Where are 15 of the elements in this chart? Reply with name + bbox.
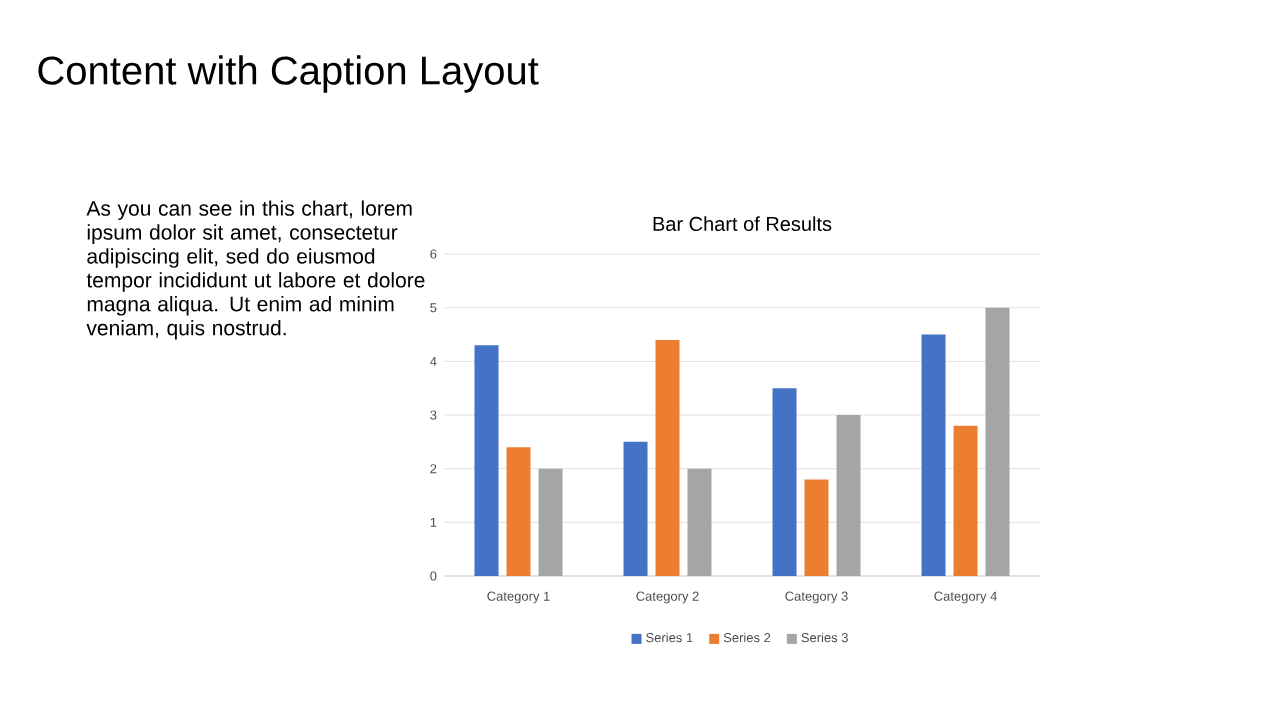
text: Content with Caption Layout xyxy=(38,55,539,93)
bar xyxy=(687,468,712,577)
bar xyxy=(772,388,797,577)
bar xyxy=(623,441,648,577)
bar xyxy=(921,334,946,577)
bar xyxy=(804,479,829,577)
chart-title: Bar Chart of Results xyxy=(653,216,832,232)
bar xyxy=(985,307,1010,577)
bar xyxy=(836,415,861,577)
bar xyxy=(506,447,531,577)
bar xyxy=(655,339,680,577)
bar xyxy=(538,468,563,577)
bar xyxy=(953,425,978,577)
text: As you can see in this chart, lorem ipsum dolor sit amet, consectetur adipiscing elit, sed do eiusmod tempor incididunt ut labore et dolore magna aliqua. Ut enim ad minim veniam, quis nostrud. xyxy=(86,200,425,340)
bar xyxy=(474,345,499,577)
